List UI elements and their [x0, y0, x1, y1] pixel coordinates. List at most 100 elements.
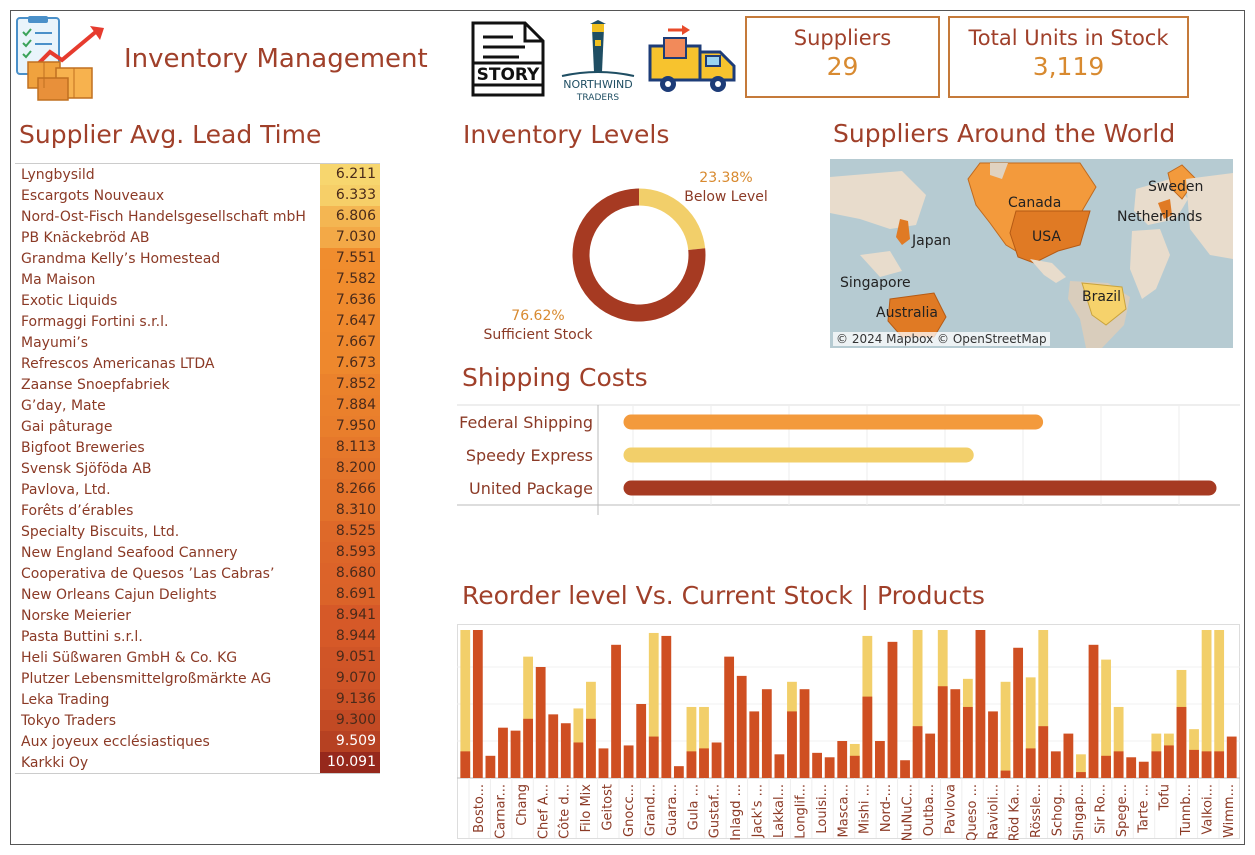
- logo-text-bottom: TRADERS: [576, 93, 619, 102]
- current-stock-bar[interactable]: [736, 675, 747, 778]
- reorder-level-bar[interactable]: [1000, 681, 1011, 778]
- current-stock-bar[interactable]: [962, 706, 973, 778]
- current-stock-bar[interactable]: [812, 752, 822, 778]
- lead-time-row: Pavlova, Ltd. 8.266: [15, 479, 380, 500]
- current-stock-bar[interactable]: [749, 711, 760, 778]
- reorder-level-bar[interactable]: [648, 632, 659, 778]
- current-stock-bar[interactable]: [724, 656, 735, 778]
- current-stock-bar[interactable]: [774, 754, 785, 778]
- lead-time-supplier: Karkki Oy: [21, 754, 89, 771]
- current-stock-bar[interactable]: [498, 727, 508, 778]
- current-stock-bar[interactable]: [485, 755, 496, 778]
- current-stock-bar[interactable]: [799, 689, 810, 778]
- current-stock-bar[interactable]: [975, 630, 986, 778]
- reorder-level-bar[interactable]: [1113, 706, 1124, 778]
- reorder-level-bar[interactable]: [523, 656, 534, 778]
- map-country-label[interactable]: Netherlands: [1117, 209, 1203, 225]
- map-country-label[interactable]: Singapore: [840, 275, 911, 291]
- current-stock-bar[interactable]: [1126, 757, 1137, 778]
- current-stock-bar[interactable]: [560, 723, 571, 778]
- reorder-level-bar[interactable]: [1201, 630, 1212, 778]
- current-stock-bar[interactable]: [648, 736, 659, 778]
- current-stock-bar[interactable]: [1226, 736, 1237, 778]
- current-stock-bar[interactable]: [523, 718, 534, 778]
- current-stock-bar[interactable]: [988, 711, 998, 778]
- donut-slice[interactable]: [638, 188, 706, 251]
- story-icon[interactable]: STORY: [469, 19, 547, 99]
- reorder-level-bar[interactable]: [1025, 677, 1036, 778]
- current-stock-bar[interactable]: [1101, 755, 1111, 778]
- lead-time-row: Aux joyeux ecclésiastiques 9.509: [15, 731, 380, 752]
- current-stock-bar[interactable]: [661, 635, 672, 778]
- lead-time-value: 7.884: [320, 395, 380, 416]
- current-stock-bar[interactable]: [460, 751, 471, 778]
- current-stock-bar[interactable]: [1076, 772, 1086, 778]
- map-country-label[interactable]: Canada: [1008, 195, 1062, 211]
- kpi-suppliers-value: 29: [826, 52, 859, 81]
- current-stock-bar[interactable]: [1138, 761, 1149, 778]
- current-stock-bar[interactable]: [586, 718, 596, 778]
- map-country-label[interactable]: Sweden: [1148, 179, 1204, 195]
- current-stock-bar[interactable]: [761, 689, 772, 778]
- current-stock-bar[interactable]: [711, 742, 722, 778]
- map-country-label[interactable]: Japan: [912, 233, 952, 249]
- reorder-category-label: Gnocc...: [622, 784, 637, 837]
- current-stock-bar[interactable]: [925, 733, 936, 778]
- current-stock-bar[interactable]: [887, 641, 898, 778]
- map-country-label[interactable]: USA: [1032, 229, 1061, 245]
- donut-slice[interactable]: [572, 188, 706, 322]
- reorder-level-bar[interactable]: [460, 630, 471, 778]
- current-stock-bar[interactable]: [1113, 751, 1124, 778]
- current-stock-bar[interactable]: [1025, 748, 1036, 778]
- current-stock-bar[interactable]: [1088, 644, 1099, 778]
- current-stock-bar[interactable]: [900, 760, 910, 778]
- current-stock-bar[interactable]: [912, 726, 923, 778]
- current-stock-bar[interactable]: [1201, 751, 1212, 778]
- reorder-level-bar[interactable]: [1214, 630, 1225, 778]
- current-stock-bar[interactable]: [937, 686, 948, 778]
- current-stock-bar[interactable]: [611, 644, 621, 778]
- page-title: Inventory Management: [124, 44, 428, 74]
- current-stock-bar[interactable]: [1063, 733, 1074, 778]
- current-stock-bar[interactable]: [849, 755, 860, 778]
- current-stock-bar[interactable]: [875, 741, 885, 778]
- kpi-suppliers-label: Suppliers: [793, 26, 892, 50]
- reorder-level-bar[interactable]: [699, 706, 709, 778]
- current-stock-bar[interactable]: [535, 667, 546, 778]
- map-country-label[interactable]: Australia: [876, 305, 938, 321]
- reorder-level-bar[interactable]: [1101, 659, 1111, 778]
- current-stock-bar[interactable]: [548, 714, 559, 778]
- current-stock-bar[interactable]: [950, 689, 961, 778]
- lead-time-supplier: G’day, Mate: [21, 397, 106, 414]
- current-stock-bar[interactable]: [673, 766, 684, 778]
- current-stock-bar[interactable]: [862, 696, 873, 778]
- current-stock-bar[interactable]: [787, 711, 797, 778]
- current-stock-bar[interactable]: [837, 741, 848, 778]
- current-stock-bar[interactable]: [472, 630, 483, 778]
- reorder-level-bar[interactable]: [1038, 630, 1049, 778]
- current-stock-bar[interactable]: [1151, 751, 1162, 778]
- current-stock-bar[interactable]: [699, 748, 709, 778]
- current-stock-bar[interactable]: [1214, 751, 1225, 778]
- current-stock-bar[interactable]: [1038, 726, 1049, 778]
- current-stock-bar[interactable]: [1176, 706, 1187, 778]
- reorder-level-bar[interactable]: [686, 706, 697, 778]
- suppliers-map[interactable]: Canada USA Japan Singapore Australia Brazil Sw…: [830, 159, 1233, 348]
- reorder-level-bar[interactable]: [912, 630, 923, 778]
- current-stock-bar[interactable]: [1189, 749, 1199, 778]
- map-country-label[interactable]: Brazil: [1082, 289, 1122, 305]
- current-stock-bar[interactable]: [623, 745, 634, 778]
- current-stock-bar[interactable]: [686, 751, 697, 778]
- lead-time-row: Leka Trading 9.136: [15, 689, 380, 710]
- lead-time-value: 8.593: [320, 542, 380, 563]
- current-stock-bar[interactable]: [824, 757, 835, 778]
- current-stock-bar[interactable]: [1013, 647, 1024, 778]
- current-stock-bar[interactable]: [1163, 745, 1174, 778]
- current-stock-bar[interactable]: [510, 730, 521, 778]
- current-stock-bar[interactable]: [598, 748, 609, 778]
- reorder-level-bar[interactable]: [1076, 754, 1086, 778]
- current-stock-bar[interactable]: [1050, 751, 1061, 778]
- current-stock-bar[interactable]: [636, 704, 647, 778]
- current-stock-bar[interactable]: [1000, 770, 1011, 778]
- current-stock-bar[interactable]: [573, 742, 584, 778]
